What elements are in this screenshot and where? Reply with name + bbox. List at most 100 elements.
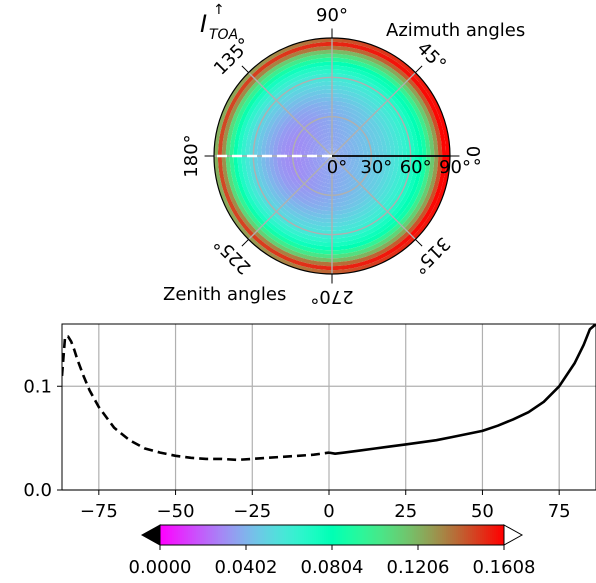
colorbar-segment: [202, 525, 205, 545]
polar-heatmap-cell: [256, 74, 267, 85]
polar-heatmap-cell: [319, 162, 324, 167]
polar-heatmap-cell: [376, 177, 383, 184]
colorbar-segment: [310, 525, 313, 545]
colorbar-segment: [338, 525, 341, 545]
polar-heatmap-cell: [322, 53, 332, 59]
polar-heatmap-cell: [310, 107, 316, 114]
polar-heatmap-cell: [320, 158, 325, 162]
polar-heatmap-cell: [334, 171, 338, 176]
polar-heatmap-cell: [333, 159, 336, 164]
polar-heatmap-cell: [432, 164, 438, 175]
polar-heatmap-cell: [376, 88, 386, 96]
polar-title: I ↑ TOA: [200, 2, 238, 43]
polar-heatmap-cell: [331, 85, 339, 90]
polar-heatmap-cell: [413, 115, 421, 126]
polar-heatmap-cell: [321, 97, 328, 102]
polar-heatmap-cell: [326, 214, 333, 219]
polar-heatmap-cell: [378, 52, 390, 61]
polar-heatmap-cell: [396, 124, 403, 132]
zenith-axis-label: Zenith angles: [163, 284, 286, 305]
polar-heatmap-cell: [338, 169, 342, 174]
polar-heatmap-cell: [301, 89, 310, 96]
polar-heatmap-cell: [313, 128, 319, 134]
polar-heatmap-cell: [306, 135, 311, 141]
polar-heatmap-cell: [321, 214, 328, 219]
polar-heatmap-cell: [305, 55, 315, 62]
polar-heatmap-cell: [261, 180, 268, 188]
colorbar-segment: [436, 525, 439, 545]
polar-heatmap-cell: [332, 140, 335, 145]
polar-heatmap-cell: [413, 140, 419, 149]
polar-heatmap-cell: [313, 204, 320, 210]
polar-heatmap-cell: [343, 86, 351, 92]
polar-heatmap-cell: [410, 185, 418, 195]
polar-heatmap-cell: [306, 128, 312, 134]
polar-heatmap-cell: [320, 152, 325, 155]
polar-heatmap-cell: [392, 166, 398, 174]
polar-heatmap-cell: [282, 138, 288, 145]
polar-heatmap-cell: [416, 218, 426, 230]
polar-heatmap-cell: [350, 149, 356, 153]
polar-heatmap-cell: [366, 227, 376, 235]
polar-heatmap-cell: [253, 219, 263, 229]
polar-heatmap-cell: [372, 139, 378, 145]
polar-heatmap-cell: [331, 112, 336, 117]
polar-heatmap-cell: [358, 95, 366, 102]
polar-heatmap-cell: [269, 127, 275, 135]
polar-heatmap-cell: [259, 77, 269, 87]
polar-heatmap-cell: [437, 145, 443, 156]
polar-heatmap-cell: [313, 50, 324, 56]
polar-heatmap-cell: [241, 216, 252, 228]
polar-heatmap-cell: [255, 129, 262, 138]
polar-heatmap-cell: [406, 200, 414, 211]
polar-heatmap-cell: [337, 170, 341, 175]
polar-heatmap-cell: [370, 84, 380, 92]
polar-heatmap-cell: [385, 140, 391, 147]
polar-heatmap-cell: [320, 93, 327, 98]
polar-heatmap-cell: [339, 157, 344, 161]
polar-heatmap-cell: [379, 155, 384, 161]
polar-heatmap-cell: [253, 71, 264, 82]
line-x-tick-label: −25: [233, 501, 271, 522]
polar-heatmap-cell: [324, 162, 328, 166]
colorbar-segment: [392, 525, 395, 545]
polar-heatmap-cell: [377, 142, 383, 148]
polar-angular-gridline: [331, 155, 416, 240]
polar-angular-gridline: [248, 72, 333, 157]
polar-heatmap-cell: [389, 183, 397, 192]
polar-r-tick-label: 90°: [439, 157, 471, 178]
polar-heatmap-cell: [334, 163, 338, 168]
polar-heatmap-cell: [359, 158, 364, 162]
polar-heatmap-cell: [281, 164, 287, 170]
polar-heatmap-cell: [352, 128, 358, 134]
polar-heatmap-cell: [338, 125, 343, 131]
polar-heatmap-cell: [376, 115, 384, 123]
polar-heatmap-cell: [265, 156, 270, 163]
polar-heatmap-cell: [334, 163, 337, 168]
polar-heatmap-cell: [383, 224, 394, 234]
polar-heatmap-cell: [340, 101, 347, 107]
colorbar-segment: [422, 525, 425, 545]
polar-heatmap-cell: [402, 155, 407, 163]
polar-heatmap-cell: [301, 135, 307, 141]
polar-heatmap-cell: [340, 248, 350, 254]
polar-heatmap-cell: [362, 161, 367, 166]
colorbar-segment: [220, 525, 223, 545]
polar-heatmap-cell: [284, 181, 291, 188]
polar-heatmap-cell: [270, 115, 278, 123]
polar-heatmap-cell: [321, 45, 332, 51]
polar-heatmap-cell: [335, 194, 340, 200]
colorbar-segment: [416, 525, 419, 545]
polar-heatmap-cell: [374, 212, 383, 221]
polar-heatmap-cell: [399, 196, 408, 206]
polar-heatmap-cell: [262, 137, 268, 145]
polar-heatmap-cell: [339, 121, 345, 127]
polar-heatmap-cell: [304, 176, 310, 182]
polar-heatmap-cell: [396, 194, 404, 204]
polar-heatmap-cell: [277, 160, 282, 166]
polar-heatmap-cell: [320, 158, 325, 161]
polar-heatmap-cell: [312, 264, 323, 270]
polar-heatmap-cell: [254, 182, 261, 192]
polar-heatmap-cell: [372, 80, 382, 89]
polar-heatmap-cell: [333, 144, 337, 149]
